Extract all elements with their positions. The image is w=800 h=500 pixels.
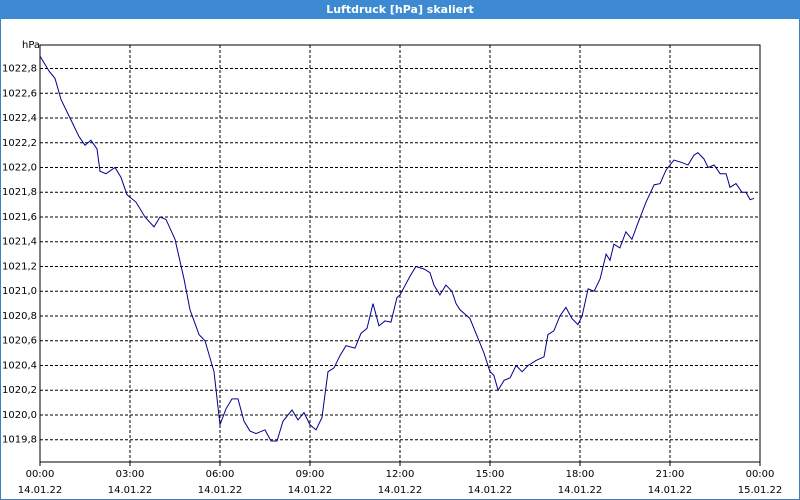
y-tick-label: 1021,2 <box>2 261 37 272</box>
x-tick-date: 14.01.22 <box>108 485 153 496</box>
x-tick-label: 18:00 <box>566 469 595 480</box>
x-tick-label: 09:00 <box>296 469 325 480</box>
x-tick-label: 03:00 <box>116 469 145 480</box>
x-tick-date: 14.01.22 <box>648 485 693 496</box>
x-tick-date: 15.01.22 <box>738 485 783 496</box>
y-tick-label: 1020,2 <box>2 385 37 396</box>
y-tick-label: 1020,6 <box>2 336 37 347</box>
y-tick-label: 1019,8 <box>2 435 37 446</box>
x-tick-label: 00:00 <box>26 469 55 480</box>
x-tick-label: 21:00 <box>656 469 685 480</box>
x-tick-label: 12:00 <box>386 469 415 480</box>
title-bar <box>0 0 800 19</box>
y-tick-label: 1022,0 <box>2 163 37 174</box>
x-tick-date: 14.01.22 <box>468 485 513 496</box>
y-tick-label: 1021,8 <box>2 187 37 198</box>
plot-frame <box>39 44 761 463</box>
y-tick-label: 1021,0 <box>2 286 37 297</box>
x-tick-date: 14.01.22 <box>198 485 243 496</box>
y-tick-label: 1022,2 <box>2 138 37 149</box>
y-unit: hPa <box>22 40 40 51</box>
y-tick-label: 1022,4 <box>2 113 37 124</box>
x-tick-label: 06:00 <box>206 469 235 480</box>
y-tick-label: 1021,6 <box>2 212 37 223</box>
x-tick-date: 14.01.22 <box>378 485 423 496</box>
x-tick-date: 14.01.22 <box>558 485 603 496</box>
y-tick-label: 1020,8 <box>2 311 37 322</box>
y-tick-label: 1020,4 <box>2 360 37 371</box>
y-tick-label: 1022,6 <box>2 88 37 99</box>
x-tick-date: 14.01.22 <box>288 485 333 496</box>
chart-title: Luftdruck [hPa] skaliert <box>326 3 474 16</box>
x-tick-label: 00:00 <box>746 469 775 480</box>
y-tick-label: 1021,4 <box>2 237 37 248</box>
pressure-line <box>39 55 755 442</box>
y-tick-label: 1020,0 <box>2 410 37 421</box>
x-tick-date: 14.01.22 <box>18 485 63 496</box>
y-tick-label: 1022,8 <box>2 64 37 75</box>
x-tick-label: 15:00 <box>476 469 505 480</box>
